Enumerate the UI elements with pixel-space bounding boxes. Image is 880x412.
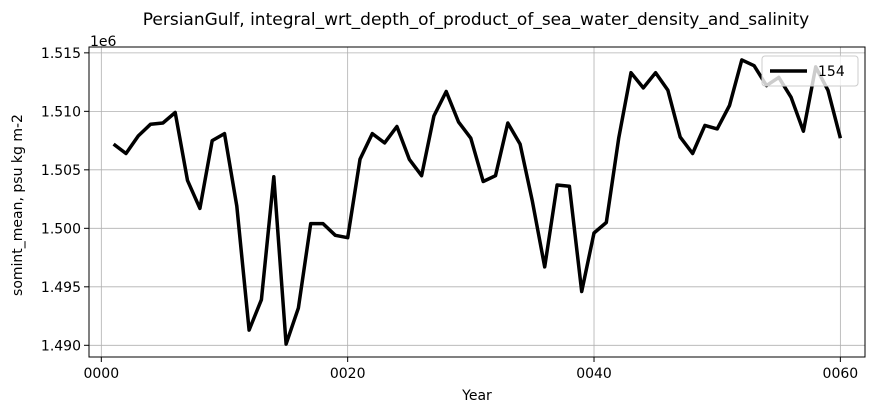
y-offset-label: 1e6 — [90, 34, 117, 50]
y-axis-label: somint_mean, psu kg m-2 — [10, 114, 26, 296]
plot-frame — [88, 46, 866, 358]
chart-title: PersianGulf, integral_wrt_depth_of_produ… — [143, 10, 810, 30]
legend: 154 — [761, 55, 859, 87]
y-tick-label: 1.510 — [41, 104, 81, 120]
y-tick-label: 1.500 — [41, 221, 81, 237]
x-tick-label: 0000 — [83, 366, 119, 382]
y-tick-label: 1.490 — [41, 338, 81, 354]
x-tick-label: 0060 — [823, 366, 859, 382]
grid — [89, 47, 865, 357]
x-axis-label: Year — [461, 388, 492, 404]
x-tick-label: 0020 — [330, 366, 366, 382]
legend-box — [761, 55, 859, 87]
x-tick-label: 0040 — [576, 366, 612, 382]
series-layer — [112, 58, 843, 346]
y-tick-label: 1.505 — [41, 163, 81, 179]
axis-ticks: 0000 0020 0040 0060 1.490 1.495 1.500 1.505 1.51… — [41, 46, 858, 382]
legend-label-154: 154 — [818, 64, 845, 80]
series-line-154 — [112, 58, 843, 346]
y-tick-label: 1.495 — [41, 280, 81, 296]
y-tick-label: 1.515 — [41, 46, 81, 62]
